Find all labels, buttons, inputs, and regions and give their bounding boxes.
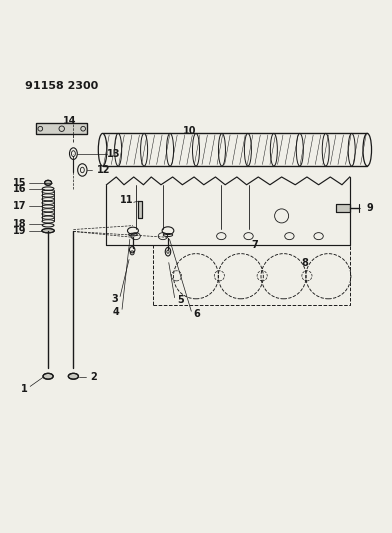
Ellipse shape xyxy=(68,373,78,379)
Text: 7: 7 xyxy=(251,240,258,250)
Text: 5: 5 xyxy=(177,295,184,305)
Text: 15: 15 xyxy=(13,178,27,188)
Bar xyxy=(138,201,142,218)
Text: 1: 1 xyxy=(21,384,27,394)
Bar xyxy=(336,204,350,212)
Bar xyxy=(36,123,87,134)
Text: 9: 9 xyxy=(367,203,373,213)
Text: 12: 12 xyxy=(96,165,110,175)
Text: 16: 16 xyxy=(13,184,27,193)
Text: 19: 19 xyxy=(13,225,27,236)
Text: 10: 10 xyxy=(183,126,197,136)
Text: 8: 8 xyxy=(301,257,309,268)
Text: 13: 13 xyxy=(107,149,120,159)
Text: 3: 3 xyxy=(111,294,118,304)
Text: 2: 2 xyxy=(91,373,97,383)
Text: 14: 14 xyxy=(63,116,76,126)
Text: 4: 4 xyxy=(113,308,120,318)
Text: 91158 2300: 91158 2300 xyxy=(25,82,98,91)
Text: 11: 11 xyxy=(120,195,133,205)
Bar xyxy=(336,204,350,212)
Text: 18: 18 xyxy=(13,220,27,230)
Bar xyxy=(138,201,142,218)
Text: 17: 17 xyxy=(13,201,27,211)
Text: 6: 6 xyxy=(193,309,200,319)
Ellipse shape xyxy=(42,229,54,233)
Bar xyxy=(36,123,87,134)
Ellipse shape xyxy=(45,180,52,185)
Ellipse shape xyxy=(43,373,53,379)
